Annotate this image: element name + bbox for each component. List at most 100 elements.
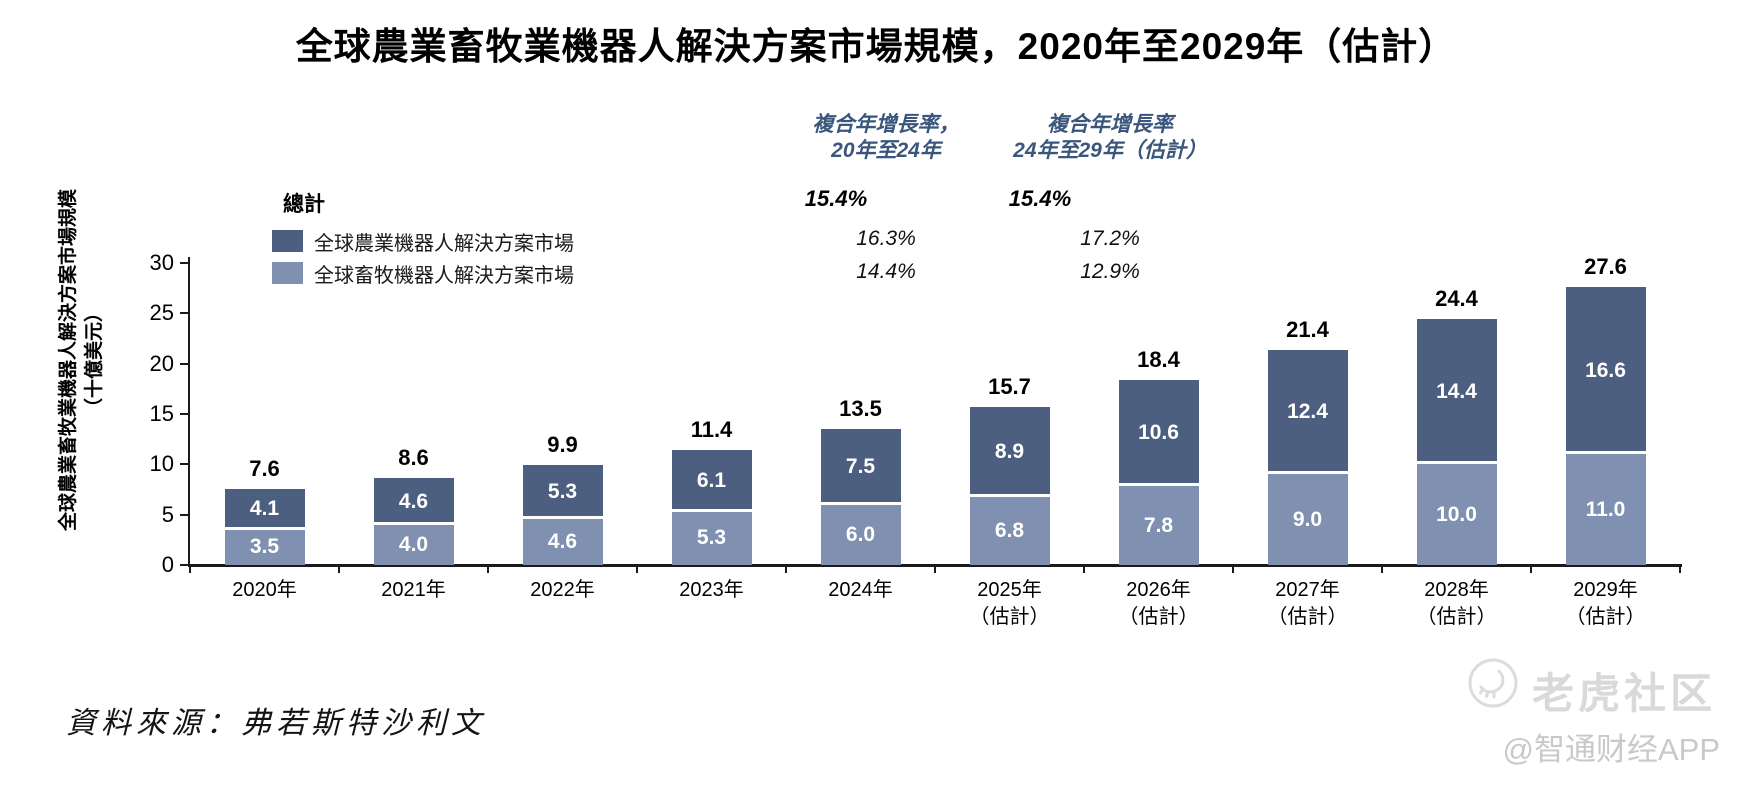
bar-segment-value: 7.8 [1143, 513, 1174, 537]
bar-stack: 6.1 5.3 [671, 450, 752, 565]
bar-segment-agriculture [1118, 379, 1199, 484]
bar-segment-value: 8.9 [994, 439, 1025, 463]
y-axis-tick [180, 513, 190, 516]
y-axis-tick [180, 362, 190, 365]
x-axis-label: 2029年 （估計） [1532, 577, 1680, 631]
bar-segment-livestock [820, 504, 901, 565]
bar-segment-livestock [373, 524, 454, 565]
x-axis-label: 2020年 [191, 577, 339, 604]
x-axis-tick [487, 567, 489, 573]
bar-segment-livestock [522, 518, 603, 565]
x-axis-tick [1530, 567, 1532, 573]
bar-stack: 14.4 10.0 [1416, 319, 1497, 565]
y-axis-line [188, 257, 190, 565]
x-axis-label: 2026年 （估計） [1085, 577, 1233, 631]
bar-stack: 10.6 7.8 [1118, 379, 1199, 565]
bar-segment-value: 4.1 [249, 497, 280, 521]
x-axis-tick [636, 567, 638, 573]
x-axis-tick [1679, 567, 1681, 573]
bar-segment-agriculture [969, 406, 1050, 494]
cagr-header-2020-2024: 複合年增長率， 20年至24年 [776, 112, 996, 164]
bar-segment-value: 5.3 [696, 526, 727, 550]
bar-segment-value: 6.0 [845, 522, 876, 546]
x-axis-label: 2025年 （估計） [936, 577, 1084, 631]
bar-segment-agriculture [1416, 319, 1497, 462]
bar-segment-value: 7.5 [845, 454, 876, 478]
bar-segment-value: 6.1 [696, 468, 727, 492]
cagr-column-2024-2029: 複合年增長率 24年至29年（估計） 15.4% 17.2% 12.9% [980, 112, 1240, 322]
cagr-header-line2: 20年至24年 [831, 139, 941, 162]
x-axis-label-year: 2023年 [679, 579, 744, 601]
bar-segment-livestock [1267, 474, 1348, 565]
watermark-community: 老虎社区 [1532, 670, 1717, 717]
y-tick-label: 20 [149, 350, 174, 376]
bar-segment-value: 3.5 [249, 535, 280, 559]
bar-segment-value: 16.6 [1585, 358, 1626, 382]
cagr-total-value: 15.4% [1008, 186, 1072, 211]
y-axis-tick [180, 413, 190, 415]
bar-segment-value: 10.0 [1436, 502, 1477, 526]
x-axis-label-year: 2025年 [977, 579, 1042, 601]
y-tick-label: 5 [161, 501, 174, 527]
legend-item-agriculture: 全球農業機器人解決方案市場 [272, 229, 574, 255]
bar-segment-agriculture [522, 465, 603, 516]
bar-segment-value: 6.8 [994, 518, 1025, 542]
bar-total-label: 9.9 [547, 432, 578, 458]
x-axis-label: 2027年 （估計） [1234, 577, 1382, 631]
x-axis-label-estimate: （估計） [1267, 606, 1348, 628]
bar-total-label: 8.6 [398, 445, 429, 471]
x-axis-label-year: 2026年 [1126, 579, 1191, 601]
bar-segment-livestock [1118, 486, 1199, 565]
bar-segment-livestock [671, 511, 752, 565]
y-tick-label: 30 [149, 250, 174, 275]
bar-stack: 7.5 6.0 [820, 429, 901, 565]
x-axis-label: 2022年 [489, 577, 637, 604]
x-axis-label-year: 2029年 [1573, 579, 1638, 601]
x-axis-label-year: 2024年 [828, 579, 893, 601]
y-tick-label: 25 [149, 300, 174, 326]
bar-segment-livestock [1416, 464, 1497, 565]
legend-item-label: 全球畜牧機器人解決方案市場 [314, 264, 574, 287]
legend-swatch-agriculture-icon [272, 230, 303, 252]
x-axis-label-year: 2028年 [1424, 579, 1489, 601]
bar-segment-value: 14.4 [1436, 379, 1477, 403]
x-axis-tick [338, 567, 340, 573]
x-axis-label-year: 2027年 [1275, 579, 1340, 601]
cagr-header-line2: 24年至29年（估計） [1013, 139, 1207, 162]
bar-segment-value: 4.6 [398, 489, 429, 513]
bar-stack: 4.1 3.5 [224, 488, 305, 565]
cagr-agriculture-value: 17.2% [1080, 227, 1140, 250]
cagr-header-line1: 複合年增長率 [1047, 113, 1173, 136]
bar-stack: 16.6 11.0 [1565, 287, 1646, 565]
y-tick-label: 10 [149, 451, 174, 477]
x-axis-label-year: 2021年 [381, 579, 446, 601]
legend-swatch-livestock-icon [272, 262, 303, 284]
x-axis-label-estimate: （估計） [1118, 606, 1199, 628]
cagr-header-line1: 複合年增長率， [812, 113, 960, 136]
bar-segment-livestock [1565, 454, 1646, 565]
bar-segment-value: 9.0 [1292, 507, 1323, 531]
bar-total-label: 18.4 [1137, 346, 1180, 372]
x-axis-label: 2024年 [787, 577, 935, 604]
cagr-header-2024-2029: 複合年增長率 24年至29年（估計） [980, 112, 1240, 164]
bar-segment-agriculture [373, 478, 454, 522]
bar-segment-value: 4.6 [547, 529, 578, 553]
bar-segment-value: 11.0 [1585, 497, 1626, 521]
chart-title: 全球農業畜牧業機器人解決方案市場規模，2020年至2029年（估計） [295, 26, 1457, 67]
y-axis-tick [180, 262, 190, 264]
x-axis-label-estimate: （估計） [1565, 606, 1646, 628]
bar-segment-value: 4.0 [398, 532, 429, 556]
x-axis-tick [1083, 567, 1085, 573]
y-axis-title-unit: （十億美元） [84, 303, 105, 418]
plot-area: 0 5 10 15 20 25 30 4.1 3.5 7.6 2020年 4.6 4.0 8.6 2021年… [150, 250, 1682, 628]
bar-stack: 5.3 4.6 [522, 465, 603, 565]
tiger-logo-icon [1468, 658, 1518, 708]
watermark-app-handle: @智通财经APP [1502, 732, 1721, 767]
bar-segment-value: 12.4 [1287, 400, 1328, 423]
cagr-column-2020-2024: 複合年增長率， 20年至24年 15.4% 16.3% 14.4% [776, 112, 996, 322]
bar-total-label: 13.5 [839, 396, 882, 422]
y-axis-tick [180, 564, 190, 566]
bar-stack: 8.9 6.8 [969, 406, 1050, 565]
source-note: 資料來源：弗若斯特沙利文 [66, 707, 486, 740]
